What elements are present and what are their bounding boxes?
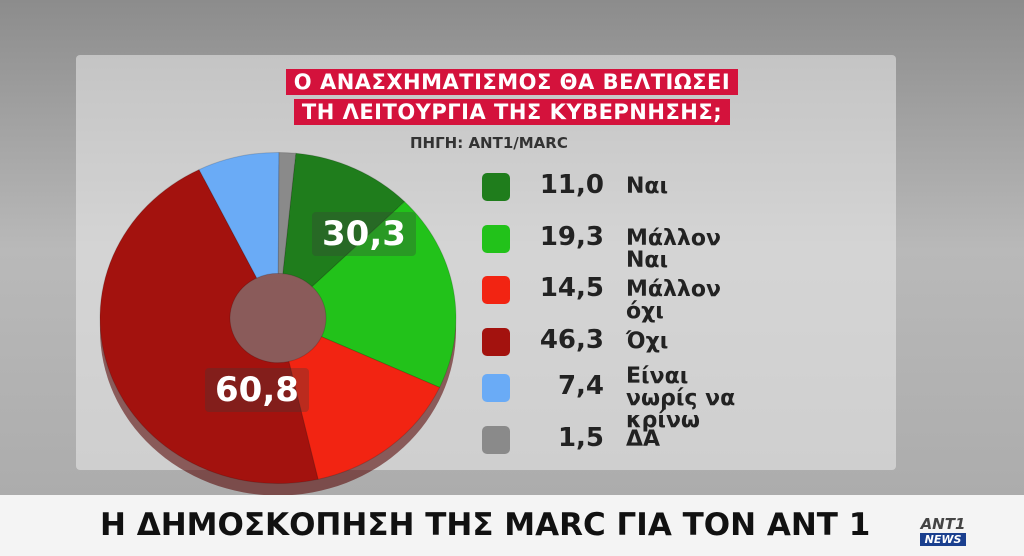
value-label: 1,5 [557, 423, 604, 453]
subtitle: ΠΗΓΗ: ANT1/MARC [410, 134, 568, 152]
legend-label: Ναι [626, 174, 669, 199]
legend-label: ΔΑ [626, 427, 661, 452]
legend-label: Μάλλον Ναι [626, 226, 721, 273]
legend-swatch [482, 426, 510, 454]
slice [288, 336, 441, 480]
group-label: 60,8 [205, 368, 309, 412]
legend-swatch [482, 328, 510, 356]
value-label: 46,3 [539, 325, 604, 355]
logo: ANT1 NEWS [920, 515, 966, 546]
legend-swatch [482, 276, 510, 304]
legend-swatch [482, 225, 510, 253]
value-label: 7,4 [557, 371, 604, 401]
title-box: ΤΗ ΛΕΙΤΟΥΡΓΙΑ ΤΗΣ ΚΥΒΕΡΝΗΣΗΣ; [0, 99, 1024, 125]
title-line: ΤΗ ΛΕΙΤΟΥΡΓΙΑ ΤΗΣ ΚΥΒΕΡΝΗΣΗΣ; [293, 99, 731, 125]
slice [99, 168, 319, 485]
value-label: 11,0 [539, 170, 604, 200]
legend-label: Μάλλον όχι [626, 277, 721, 324]
slice [277, 151, 297, 275]
slice [311, 200, 457, 389]
legend-swatch [482, 173, 510, 201]
ticker: Η ΔΗΜΟΣΚΟΠΗΣΗ ΤΗΣ MARC ΓΙΑ ΤΟΝ ΑΝΤ 1 [0, 495, 1024, 556]
value-label: 14,5 [539, 273, 604, 303]
title-line: Ο ΑΝΑΣΧΗΜΑΤΙΣΜΟΣ ΘΑ ΒΕΛΤΙΩΣΕΙ [285, 69, 739, 95]
title-box: Ο ΑΝΑΣΧΗΜΑΤΙΣΜΟΣ ΘΑ ΒΕΛΤΙΩΣΕΙ [0, 69, 1024, 95]
ticker-text: Η ΔΗΜΟΣΚΟΠΗΣΗ ΤΗΣ MARC ΓΙΑ ΤΟΝ ΑΝΤ 1 [100, 507, 871, 543]
slice [282, 152, 406, 288]
slice [198, 151, 280, 279]
group-label: 30,3 [312, 212, 416, 256]
legend-label: Είναι νωρίς να κρίνω [626, 364, 736, 433]
legend-label: Όχι [626, 329, 669, 354]
logo-bottom: NEWS [920, 533, 966, 546]
value-label: 19,3 [539, 222, 604, 252]
legend-swatch [482, 374, 510, 402]
logo-top: ANT1 [920, 515, 966, 533]
